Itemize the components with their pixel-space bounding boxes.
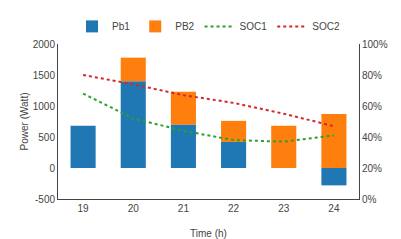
svg-text:20: 20 <box>128 203 140 214</box>
svg-text:0: 0 <box>49 163 55 174</box>
svg-text:40%: 40% <box>362 132 382 143</box>
svg-text:SOC1: SOC1 <box>240 21 268 32</box>
svg-text:Power (Watt): Power (Watt) <box>19 93 30 151</box>
svg-text:100%: 100% <box>362 39 388 50</box>
svg-text:1000: 1000 <box>33 101 56 112</box>
svg-text:19: 19 <box>78 203 90 214</box>
svg-text:20%: 20% <box>362 163 382 174</box>
svg-text:PB2: PB2 <box>175 21 194 32</box>
svg-text:-500: -500 <box>35 194 55 205</box>
svg-text:Time (h): Time (h) <box>190 228 227 239</box>
svg-text:0%: 0% <box>362 194 377 205</box>
svg-text:Pb1: Pb1 <box>112 21 130 32</box>
svg-text:21: 21 <box>178 203 190 214</box>
svg-text:80%: 80% <box>362 70 382 81</box>
svg-text:500: 500 <box>38 132 55 143</box>
svg-text:24: 24 <box>328 203 340 214</box>
svg-text:23: 23 <box>278 203 290 214</box>
svg-text:22: 22 <box>228 203 240 214</box>
svg-text:1500: 1500 <box>33 70 56 81</box>
svg-text:SOC2: SOC2 <box>312 21 340 32</box>
svg-text:60%: 60% <box>362 101 382 112</box>
svg-text:2000: 2000 <box>33 39 56 50</box>
